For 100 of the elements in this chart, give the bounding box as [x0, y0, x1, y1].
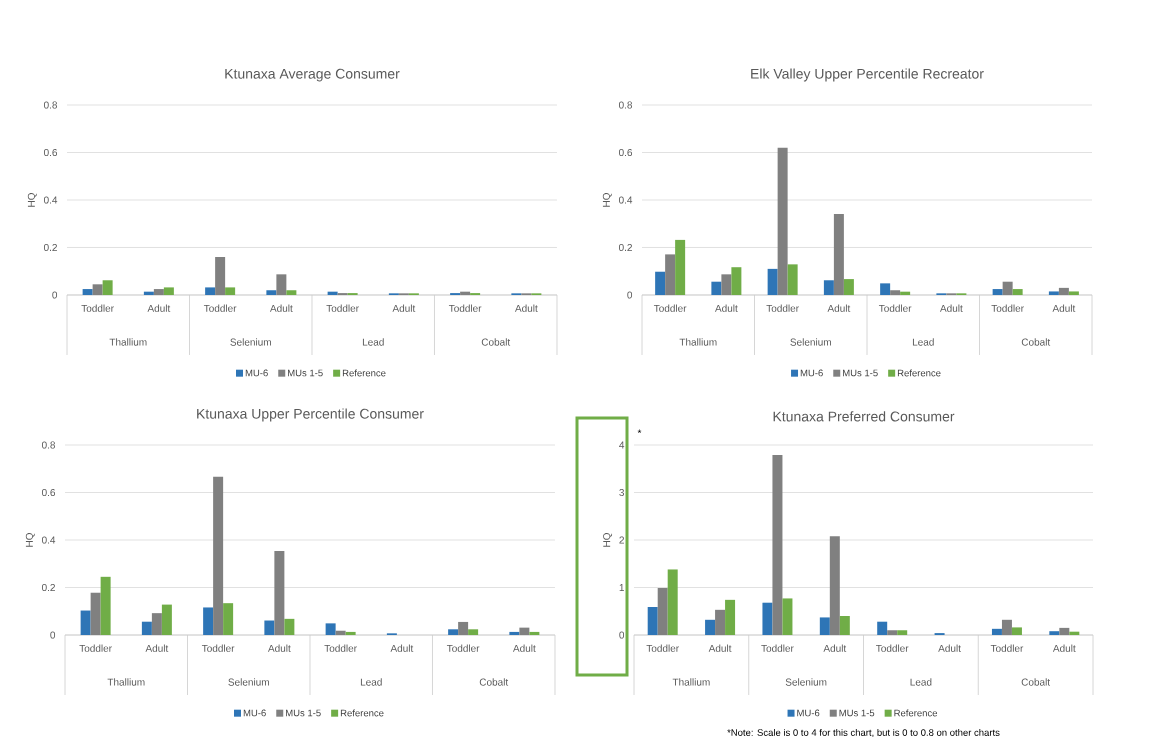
- bar: [1011, 627, 1022, 635]
- x-tick-label: Adult: [514, 304, 538, 312]
- chart-title: Ktunaxa Average Consumer: [225, 68, 400, 82]
- bar: [1058, 287, 1069, 295]
- y-tick-label: 0.2: [43, 243, 57, 252]
- bar: [657, 587, 668, 635]
- x-tick-label: Adult: [390, 644, 414, 652]
- bar: [100, 576, 111, 635]
- bar: [529, 631, 540, 635]
- y-tick-label: 0.8: [41, 441, 56, 449]
- bar: [460, 291, 471, 295]
- y-tick-label: 1: [619, 584, 624, 591]
- text: *Note: Scale is 0 to 4 for this chart, but is 0 to 0.8 on other charts: [727, 728, 1000, 738]
- bar: [1001, 619, 1012, 635]
- bar: [667, 569, 678, 635]
- y-tick-label: 0.4: [618, 196, 633, 204]
- x-tick-label: Adult: [708, 644, 732, 652]
- bar: [777, 147, 788, 295]
- bar: [82, 289, 93, 295]
- x-tick-label: Toddler: [324, 644, 357, 652]
- bar: [767, 268, 778, 295]
- bar: [900, 291, 911, 295]
- bar: [335, 630, 346, 635]
- bar: [203, 607, 214, 635]
- x-tick-label: Toddler: [446, 644, 480, 652]
- bar: [705, 619, 716, 635]
- legend-label: MUs 1-5: [288, 369, 323, 377]
- bar: [782, 598, 793, 635]
- legend-label: Reference: [342, 369, 386, 377]
- text: Cobalt: [1021, 338, 1051, 346]
- x-tick-label: Toddler: [991, 304, 1024, 312]
- bar: [468, 629, 479, 635]
- y-tick-label: 0.6: [41, 488, 56, 497]
- bar: [143, 291, 154, 295]
- text: *: [637, 429, 642, 434]
- bar: [833, 214, 844, 295]
- bar: [877, 621, 888, 635]
- text: Selenium: [790, 338, 831, 346]
- legend-label: MUs 1-5: [286, 709, 321, 717]
- text: Cobalt: [479, 678, 509, 686]
- bar: [887, 630, 898, 635]
- legend-label: Reference: [340, 709, 384, 717]
- text: Selenium: [228, 678, 269, 686]
- x-tick-label: Adult: [147, 304, 171, 312]
- x-tick-label: Adult: [267, 644, 291, 652]
- bar: [711, 281, 722, 295]
- bar: [163, 287, 174, 295]
- y-axis-title: HQ: [27, 192, 37, 207]
- legend-label: MU-6: [243, 709, 266, 717]
- y-tick-label: 0.6: [618, 148, 633, 157]
- bar: [151, 613, 162, 635]
- bar: [286, 290, 297, 295]
- bar: [992, 289, 1003, 295]
- legend-label: MU-6: [800, 369, 823, 377]
- x-tick-label: Toddler: [990, 644, 1024, 652]
- bar: [897, 630, 908, 635]
- bar: [655, 271, 666, 295]
- bar: [327, 291, 338, 295]
- bar: [205, 287, 216, 295]
- bar: [1059, 627, 1070, 635]
- chart-title: Ktunaxa Upper Percentile Consumer: [197, 408, 424, 422]
- text: Lead: [910, 678, 932, 686]
- bar: [823, 280, 834, 295]
- bar: [264, 620, 275, 635]
- x-tick-label: Toddler: [653, 304, 687, 312]
- bar: [880, 283, 891, 295]
- y-axis-title: HQ: [602, 192, 612, 207]
- bar: [215, 257, 226, 295]
- x-tick-label: Toddler: [79, 644, 112, 652]
- bar: [509, 631, 520, 635]
- bar: [890, 290, 901, 295]
- legend-label: MUs 1-5: [843, 369, 878, 377]
- x-tick-label: Toddler: [646, 644, 679, 652]
- bar: [665, 254, 676, 295]
- bar: [519, 627, 530, 635]
- bar: [787, 264, 798, 295]
- bar: [92, 284, 103, 295]
- bar: [675, 239, 686, 295]
- y-tick-label: 0.4: [41, 536, 56, 544]
- x-tick-label: Toddler: [878, 304, 912, 312]
- y-tick-label: 3: [619, 488, 625, 497]
- x-tick-label: Toddler: [326, 304, 359, 312]
- bar: [731, 267, 742, 295]
- x-tick-label: Adult: [1052, 644, 1076, 652]
- y-tick-label: 0: [627, 291, 633, 299]
- bar: [843, 279, 854, 295]
- x-tick-label: Adult: [512, 644, 536, 652]
- bar: [161, 604, 172, 635]
- x-tick-label: Toddler: [876, 644, 909, 652]
- y-tick-label: 0.6: [43, 148, 58, 157]
- text: Cobalt: [1021, 678, 1051, 686]
- y-tick-label: 4: [619, 441, 625, 449]
- bar: [721, 274, 732, 295]
- x-tick-label: Adult: [715, 304, 738, 312]
- y-axis-title: HQ: [25, 532, 35, 547]
- legend-label: Reference: [897, 369, 941, 377]
- legend-label: MU-6: [797, 709, 820, 717]
- bar: [1049, 631, 1060, 635]
- bar: [991, 628, 1002, 635]
- x-tick-label: Toddler: [203, 304, 237, 312]
